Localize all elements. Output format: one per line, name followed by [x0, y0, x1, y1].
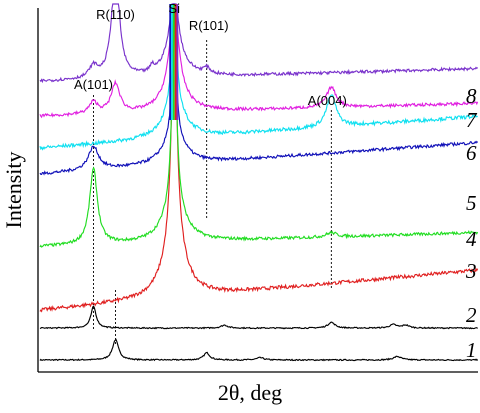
- series-line-7: [39, 3, 479, 119]
- x-axis-label: 2θ, deg: [218, 380, 282, 405]
- series-line-2: [39, 305, 478, 330]
- series-layer: [39, 3, 479, 362]
- series-line-4: [39, 8, 479, 248]
- series-label-8: 8: [466, 84, 477, 108]
- series-label-6: 6: [466, 141, 477, 165]
- series-line-5: [39, 3, 479, 176]
- series-line-6: [39, 3, 478, 151]
- si-peak-bundle: [169, 4, 179, 120]
- annotation-r101: R(101): [189, 18, 229, 33]
- axes: [37, 8, 478, 373]
- series-line-1: [39, 338, 479, 362]
- annotation-a004: A(004): [308, 93, 347, 108]
- series-label-3: 3: [465, 259, 477, 283]
- series-line-3: [39, 14, 479, 313]
- reference-dashed-lines: [93, 40, 332, 345]
- series-label-2: 2: [466, 303, 477, 327]
- series-label-5: 5: [466, 191, 477, 215]
- series-label-7: 7: [466, 108, 478, 132]
- series-line-8: [39, 3, 479, 84]
- series-label-1: 1: [466, 338, 477, 362]
- series-label-4: 4: [466, 227, 477, 251]
- y-axis-label: Intensity: [1, 152, 26, 229]
- annotation-a101: A(101): [74, 77, 113, 92]
- annotation-r110: R(110): [96, 7, 135, 22]
- annotation-si: Si: [168, 1, 180, 16]
